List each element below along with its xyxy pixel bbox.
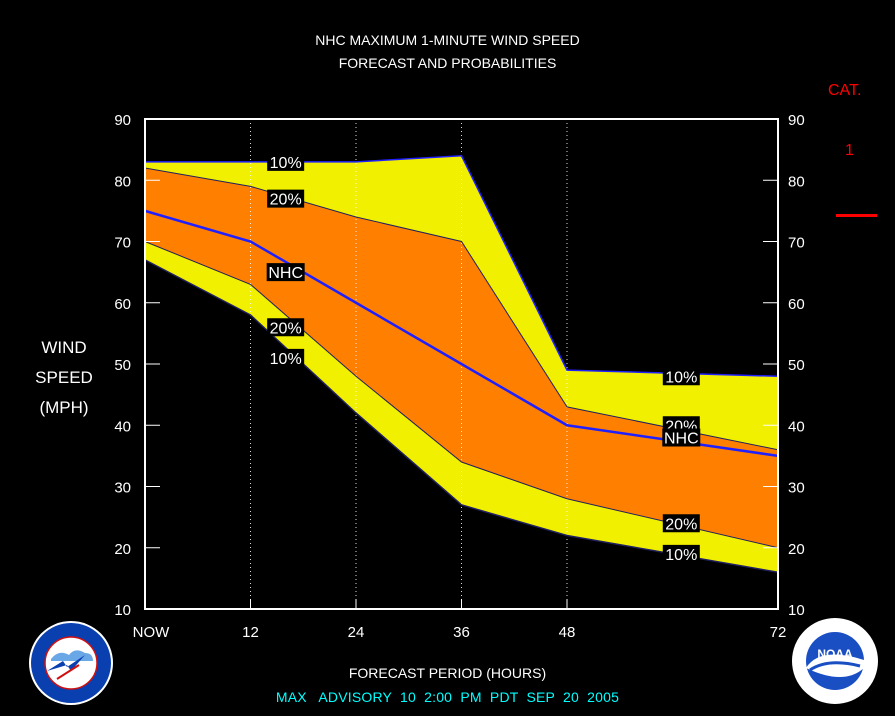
series-lines: [144, 154, 779, 573]
series-label-text: 20%: [270, 320, 302, 337]
y-axis-label-units: (MPH): [39, 398, 89, 417]
series-line-0: [145, 154, 779, 377]
y-tick-label-left: 30: [114, 480, 131, 497]
series-label-box: [662, 367, 700, 386]
series-label-box: [662, 428, 701, 447]
nws-logo-icon: [29, 621, 113, 705]
noaa-logo-icon: NOAA: [792, 618, 878, 704]
y-tick-label-left: 60: [114, 296, 131, 313]
axis-ticks: 10 10 20 20 30 30 40 40 50 50 60 60 70 70 80 80 90 90 NOW 1…: [114, 112, 804, 641]
x-axis-title: FORECAST PERIOD (HOURS): [348, 665, 547, 681]
chart-title-line2: FORECAST AND PROBABILITIES: [338, 55, 557, 71]
y-tick-label-left: 50: [114, 357, 131, 374]
series-label-text: 10%: [665, 369, 697, 386]
y-tick-label-right: 70: [788, 235, 805, 252]
category-value: 1: [845, 142, 854, 159]
series-label-box: [267, 189, 305, 208]
series-line-4: [144, 259, 779, 573]
y-tick-label-right: 10: [788, 602, 805, 619]
y-tick-label-left: 80: [114, 173, 131, 190]
series-line-3: [144, 241, 779, 549]
series-label-text: 20%: [665, 516, 697, 533]
y-axis-label-wind: WIND: [41, 338, 87, 357]
x-tick-label: 36: [453, 624, 470, 641]
noaa-logo-text: NOAA: [817, 647, 853, 661]
series-label-text: 10%: [270, 155, 302, 172]
series-label-box: [267, 318, 305, 337]
series-label-text: 10%: [270, 351, 302, 368]
category-heading: CAT.: [828, 82, 862, 99]
y-tick-label-left: 40: [114, 418, 131, 435]
series-label-text: 20%: [270, 192, 302, 209]
x-tick-label: NOW: [133, 624, 171, 641]
series-label-text: NHC: [664, 431, 699, 448]
x-tick-label: 72: [770, 624, 787, 641]
y-tick-label-left: 90: [114, 112, 131, 129]
x-tick-label: 48: [559, 624, 576, 641]
band-20-percent: [145, 168, 778, 548]
y-tick-label-right: 50: [788, 357, 805, 374]
y-tick-label-right: 30: [788, 480, 805, 497]
y-tick-label-right: 60: [788, 296, 805, 313]
series-label-box: [267, 348, 305, 367]
y-tick-label-right: 20: [788, 541, 805, 558]
series-label-box: [662, 544, 700, 563]
series-label-box: [267, 152, 305, 171]
series-line-2: [144, 209, 779, 458]
advisory-text: MAX ADVISORY 10 2:00 PM PDT SEP 20 2005: [275, 689, 620, 705]
series-line-1: [144, 167, 779, 451]
category-line: [836, 214, 877, 217]
chart-title-line1: NHC MAXIMUM 1-MINUTE WIND SPEED: [315, 32, 580, 48]
y-tick-label-left: 70: [114, 235, 131, 252]
series-label-text: 10%: [665, 547, 697, 564]
series-label-text: NHC: [268, 265, 303, 282]
series-label-box: [266, 263, 305, 282]
y-tick-label-left: 20: [114, 541, 131, 558]
series-label-box: [662, 514, 700, 533]
y-tick-label-right: 90: [788, 112, 805, 129]
y-tick-label-left: 10: [114, 602, 131, 619]
y-axis-label-speed: SPEED: [35, 368, 93, 387]
x-tick-label: 12: [242, 624, 259, 641]
y-tick-label-right: 40: [788, 418, 805, 435]
y-tick-label-right: 80: [788, 173, 805, 190]
x-tick-label: 24: [348, 624, 365, 641]
